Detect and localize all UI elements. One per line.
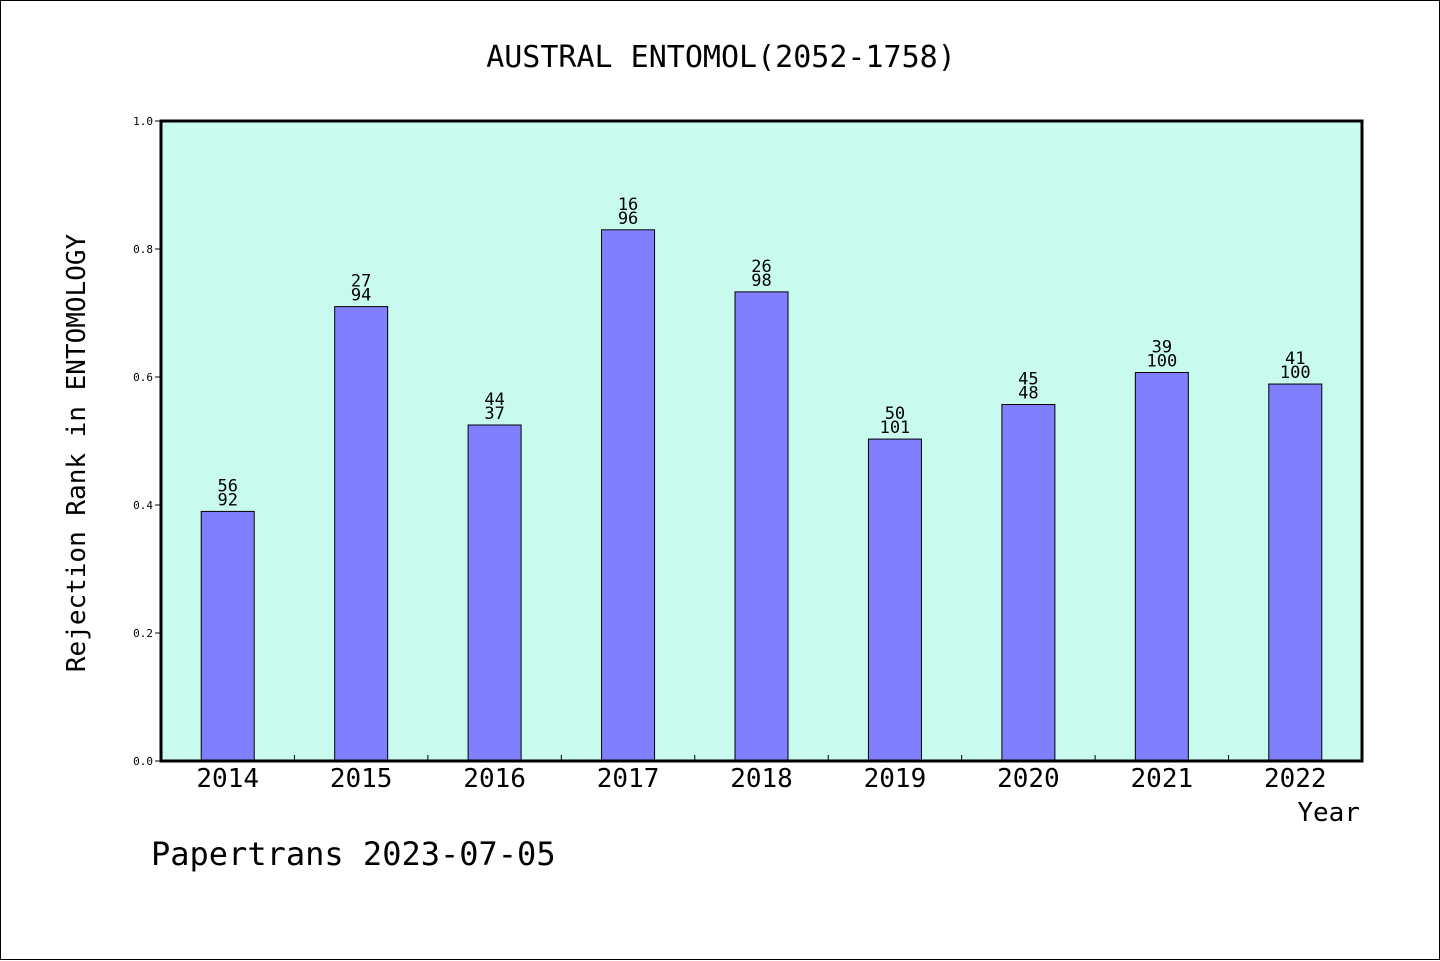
bar-label-2022-bottom: 100 xyxy=(1280,363,1311,383)
bar-2016 xyxy=(467,424,522,762)
bar-label-2019-top: 50 xyxy=(885,404,905,424)
x-tick-label-2014: 2014 xyxy=(196,764,259,794)
bar-label-2020-bottom: 48 xyxy=(1018,384,1038,404)
x-tick-label-2021: 2021 xyxy=(1131,764,1194,794)
bar-2019 xyxy=(867,438,922,762)
x-tick-label-2018: 2018 xyxy=(730,764,793,794)
y-tick-label: 1.0 xyxy=(133,115,153,128)
bar-label-2017-bottom: 96 xyxy=(618,209,638,229)
chart-title: AUSTRAL ENTOMOL(2052-1758) xyxy=(486,40,956,75)
x-tick-label-2019: 2019 xyxy=(864,764,927,794)
bar-label-2015-bottom: 94 xyxy=(351,286,371,306)
bar-label-2021-bottom: 100 xyxy=(1146,352,1177,372)
x-tick-label-2020: 2020 xyxy=(997,764,1060,794)
y-tick-label: 0.4 xyxy=(133,499,153,512)
x-axis-label: Year xyxy=(1297,798,1360,828)
y-tick-label: 0.2 xyxy=(133,627,153,640)
x-axis: 2014 2015 2016 2017 2018 2019 2020 2021 2022 xyxy=(196,755,1327,794)
bar-label-2016-bottom: 37 xyxy=(484,404,504,424)
bar-2020 xyxy=(1001,404,1056,762)
bar-label-2018-top: 26 xyxy=(751,257,771,277)
bar-label-2014-bottom: 92 xyxy=(217,490,237,510)
bar-2018 xyxy=(734,291,789,762)
bar-label-2016-top: 44 xyxy=(484,390,504,410)
y-axis: 0.0 0.2 0.4 0.6 0.8 1.0 xyxy=(133,115,161,768)
bar-label-2021-top: 39 xyxy=(1152,338,1172,358)
bar-label-2015-top: 27 xyxy=(351,272,371,292)
x-tick-label-2017: 2017 xyxy=(597,764,660,794)
x-tick-label-2016: 2016 xyxy=(463,764,526,794)
y-tick-label: 0.6 xyxy=(133,371,153,384)
bar-label-2014-top: 56 xyxy=(217,476,237,496)
y-tick-label: 0.8 xyxy=(133,243,153,256)
bar-2014 xyxy=(200,510,255,762)
x-tick-label-2022: 2022 xyxy=(1264,764,1327,794)
x-tick-label-2015: 2015 xyxy=(330,764,393,794)
bar-label-2017-top: 16 xyxy=(618,195,638,215)
bar-label-2022-top: 41 xyxy=(1285,349,1305,369)
bar-label-2019-bottom: 101 xyxy=(880,418,911,438)
bar-2015 xyxy=(334,306,389,762)
bar-2017 xyxy=(601,229,656,762)
y-tick-label: 0.0 xyxy=(133,755,153,768)
bar-label-2020-top: 45 xyxy=(1018,370,1038,390)
plot-border xyxy=(159,119,1364,763)
bar-label-2018-bottom: 98 xyxy=(751,271,771,291)
y-axis-label: Rejection Rank in ENTOMOLOGY xyxy=(62,234,92,673)
bar-2022 xyxy=(1268,383,1323,762)
footer-text: Papertrans 2023-07-05 xyxy=(151,835,556,873)
bar-2021 xyxy=(1134,372,1189,762)
